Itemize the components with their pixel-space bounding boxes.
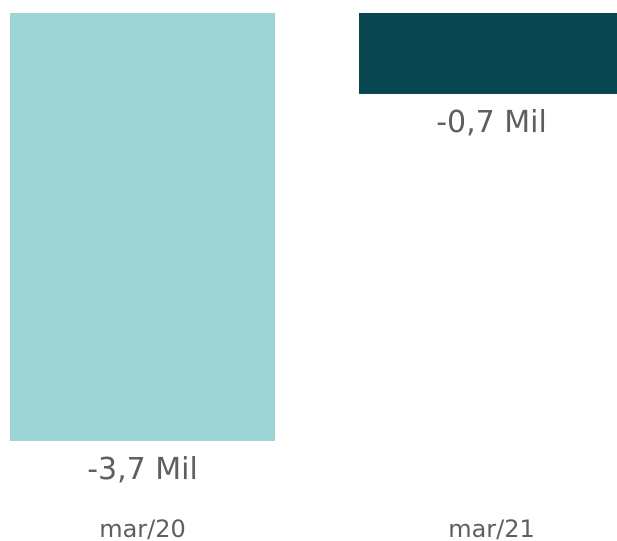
data-label-mar-21: -0,7 Mil xyxy=(436,105,547,140)
data-label-mar-20: -3,7 Mil xyxy=(87,452,198,487)
x-tick-label-mar-20: mar/20 xyxy=(99,515,186,541)
bar-mar-20[interactable] xyxy=(10,13,275,441)
x-tick-label-mar-21: mar/21 xyxy=(448,515,535,541)
bar-mar-21[interactable] xyxy=(359,13,617,94)
